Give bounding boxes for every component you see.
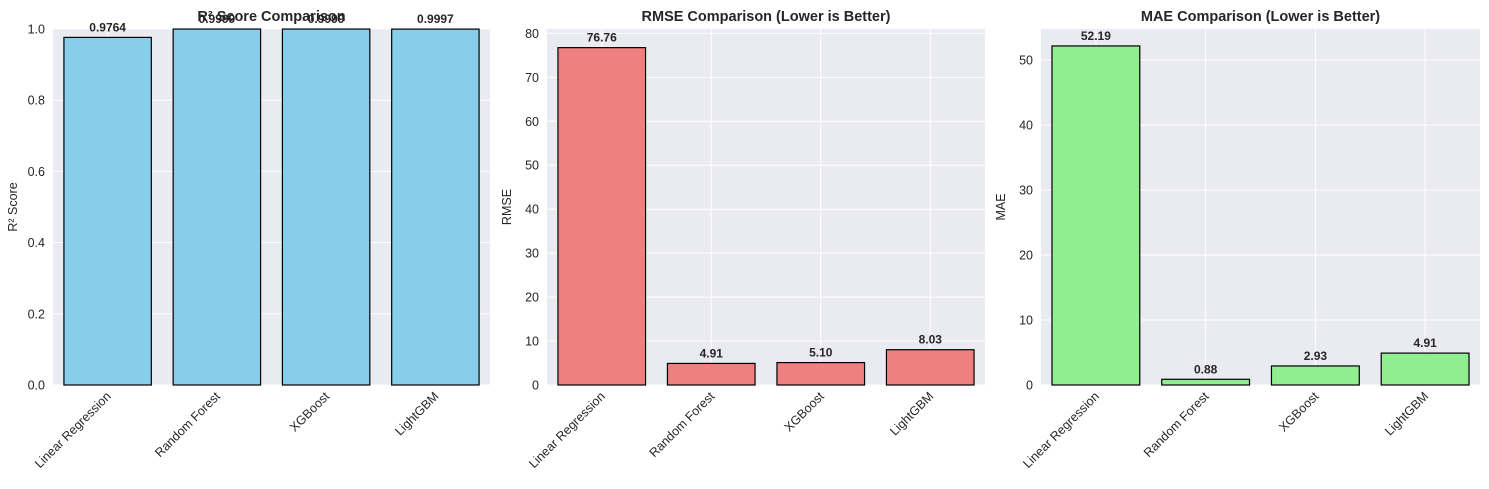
y-tick-label: 20	[525, 291, 539, 305]
bar-lightgbm	[1380, 352, 1470, 386]
y-tick-label: 0.8	[28, 94, 45, 108]
bar-random-forest	[1161, 378, 1251, 386]
x-tick-label: XGBoost	[1276, 389, 1322, 435]
y-tick-label: 80	[525, 27, 539, 41]
x-tick-label: LightGBM	[887, 389, 936, 438]
x-tick-label: LightGBM	[392, 389, 441, 438]
y-tick-label: 10	[525, 335, 539, 349]
x-tick-label: Linear Regression	[32, 389, 114, 471]
data-label: 2.93	[1304, 349, 1328, 363]
y-tick-label: 0.0	[28, 379, 45, 393]
chart-title: MAE Comparison (Lower is Better)	[1141, 9, 1380, 25]
x-tick-label: XGBoost	[287, 389, 333, 435]
data-label: 8.03	[919, 333, 943, 347]
bar-linear-regression	[1051, 45, 1141, 386]
y-tick-label: 0.6	[28, 165, 45, 179]
x-tick-label: Linear Regression	[526, 389, 608, 471]
y-tick-label: 0.4	[28, 236, 45, 250]
chart-panel-mae: 0 10 20 30 40 50 52.19 0.88 2.93 4.91 Linear Regre…	[994, 9, 1480, 471]
data-label: 0.9999	[199, 12, 236, 26]
bar-linear-regression	[63, 36, 152, 386]
y-tick-label: 0	[532, 379, 539, 393]
y-axis-label: R² Score	[6, 182, 20, 231]
y-tick-label: 30	[525, 247, 539, 261]
y-tick-label: 10	[1019, 314, 1033, 328]
data-label: 5.10	[809, 346, 833, 360]
bar-random-forest	[666, 362, 756, 386]
chart-title: RMSE Comparison (Lower is Better)	[642, 9, 891, 25]
x-tick-label: LightGBM	[1382, 389, 1431, 438]
bar-xgboost	[281, 28, 371, 386]
data-label: 76.76	[587, 31, 617, 45]
y-tick-label: 1.0	[28, 23, 45, 37]
x-tick-label: Linear Regression	[1020, 389, 1102, 471]
data-label: 0.88	[1194, 362, 1218, 376]
y-tick-label: 50	[525, 159, 539, 173]
bar-linear-regression	[557, 47, 647, 386]
y-axis-label: MAE	[994, 193, 1008, 220]
x-tick-label: Random Forest	[647, 389, 718, 460]
y-tick-label: 0.2	[28, 307, 45, 321]
bar-random-forest	[172, 28, 262, 386]
x-tick-label: XGBoost	[782, 389, 828, 435]
x-tick-label: Random Forest	[152, 389, 223, 460]
chart-title: R² Score Comparison	[197, 9, 345, 25]
bar-xgboost	[1270, 365, 1360, 386]
y-tick-label: 50	[1019, 54, 1033, 68]
data-label: 0.9764	[89, 20, 126, 34]
bar-lightgbm	[391, 28, 480, 386]
bar-lightgbm	[885, 349, 975, 386]
y-axis-label: RMSE	[500, 189, 514, 225]
y-tick-label: 20	[1019, 249, 1033, 263]
data-label: 4.91	[1413, 336, 1437, 350]
x-tick-label: Random Forest	[1141, 389, 1212, 460]
bar-xgboost	[776, 361, 866, 386]
data-label: 0.9999	[308, 12, 345, 26]
data-label: 0.9997	[417, 12, 454, 26]
y-tick-label: 40	[525, 203, 539, 217]
y-tick-label: 70	[525, 71, 539, 85]
y-tick-label: 0	[1026, 379, 1033, 393]
chart-panel-r2: 0.0 0.2 0.4 0.6 0.8 1.0 0.9764 0.9999 0.9999 0.99…	[6, 9, 490, 471]
data-label: 4.91	[700, 346, 724, 360]
y-tick-label: 40	[1019, 119, 1033, 133]
y-tick-label: 30	[1019, 184, 1033, 198]
chart-panel-rmse: 0 10 20 30 40 50 60 70 80 76.76 4.91 5.10 8.03 Linear…	[500, 9, 985, 471]
data-label: 52.19	[1081, 29, 1111, 43]
y-tick-label: 60	[525, 115, 539, 129]
